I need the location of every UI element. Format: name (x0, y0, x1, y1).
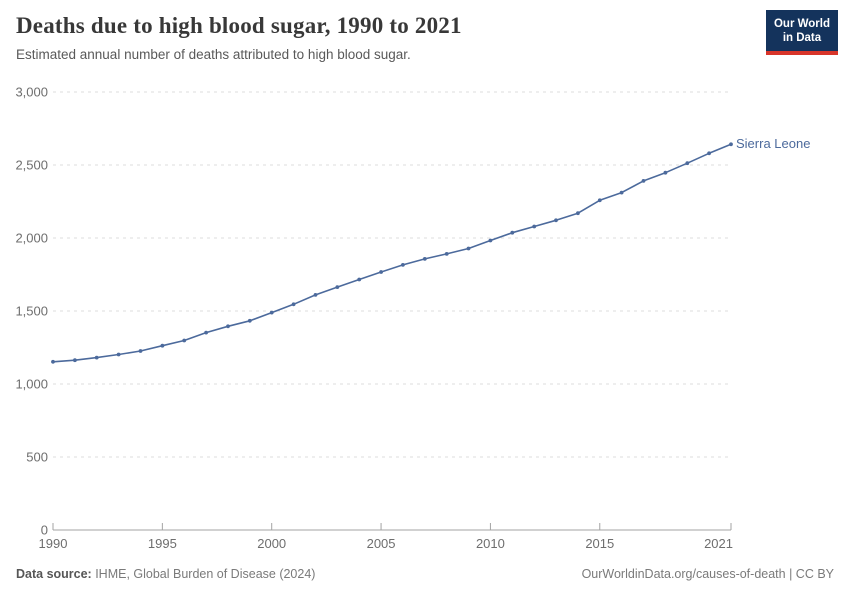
y-tick-label: 2,500 (15, 158, 48, 173)
data-point[interactable] (247, 318, 252, 323)
data-point[interactable] (619, 190, 624, 195)
data-point[interactable] (335, 285, 340, 289)
x-tick-label: 2000 (257, 536, 286, 551)
data-point[interactable] (116, 352, 121, 357)
chart-footer: Data source: IHME, Global Burden of Dise… (16, 567, 834, 581)
series-label-sierra-leone[interactable]: Sierra Leone (736, 136, 811, 152)
data-source-text: IHME, Global Burden of Disease (2024) (91, 567, 316, 581)
data-point[interactable] (641, 179, 646, 183)
chart-header: Deaths due to high blood sugar, 1990 to … (16, 10, 838, 62)
data-source-label: Data source: (16, 567, 92, 581)
data-point[interactable] (226, 324, 230, 329)
x-tick-label: 2021 (704, 536, 733, 551)
data-point[interactable] (401, 263, 405, 267)
data-point[interactable] (160, 343, 165, 348)
data-point[interactable] (729, 142, 733, 147)
data-point[interactable] (94, 355, 99, 360)
data-point[interactable] (313, 293, 318, 297)
data-point[interactable] (576, 211, 580, 216)
data-point[interactable] (663, 170, 668, 175)
y-tick-label: 500 (26, 450, 48, 465)
data-point[interactable] (269, 310, 274, 315)
y-tick-label: 3,000 (15, 85, 48, 100)
owid-logo-line1: Our World (773, 18, 830, 30)
data-point[interactable] (597, 198, 602, 203)
data-point[interactable] (532, 224, 537, 229)
data-point[interactable] (444, 252, 449, 256)
data-point[interactable] (422, 257, 427, 261)
y-tick-label: 1,000 (15, 377, 48, 392)
data-point[interactable] (707, 151, 711, 156)
owid-logo-line2: in Data (782, 32, 822, 45)
data-point[interactable] (685, 161, 690, 166)
y-tick-label: 1,500 (15, 304, 48, 319)
x-tick-label: 2015 (585, 536, 614, 551)
data-point[interactable] (204, 330, 209, 335)
data-point[interactable] (510, 230, 515, 235)
chart-title: Deaths due to high blood sugar, 1990 to … (16, 13, 462, 38)
data-point[interactable] (488, 238, 493, 243)
data-point[interactable] (73, 358, 77, 363)
data-point[interactable] (357, 277, 362, 282)
x-tick-label: 2005 (367, 536, 396, 551)
x-tick-label: 1990 (39, 536, 68, 551)
data-point[interactable] (138, 349, 143, 353)
data-point[interactable] (379, 270, 383, 274)
data-point[interactable] (182, 338, 187, 343)
data-point[interactable] (554, 218, 558, 223)
chart-subtitle: Estimated annual number of deaths attrib… (16, 46, 411, 62)
data-source-note: Data source: IHME, Global Burden of Dise… (16, 567, 315, 581)
y-tick-label: 2,000 (15, 231, 48, 246)
owid-logo[interactable]: Our World in Data (765, 10, 838, 55)
x-tick-label: 1995 (148, 536, 177, 551)
data-point[interactable] (51, 359, 55, 364)
credit-link[interactable]: OurWorldinData.org/causes-of-death | CC … (581, 567, 834, 581)
series-line[interactable] (52, 143, 732, 363)
x-tick-label: 2010 (476, 536, 505, 551)
data-point[interactable] (291, 302, 296, 307)
data-point[interactable] (466, 246, 471, 251)
y-tick-label: 0 (41, 523, 48, 538)
